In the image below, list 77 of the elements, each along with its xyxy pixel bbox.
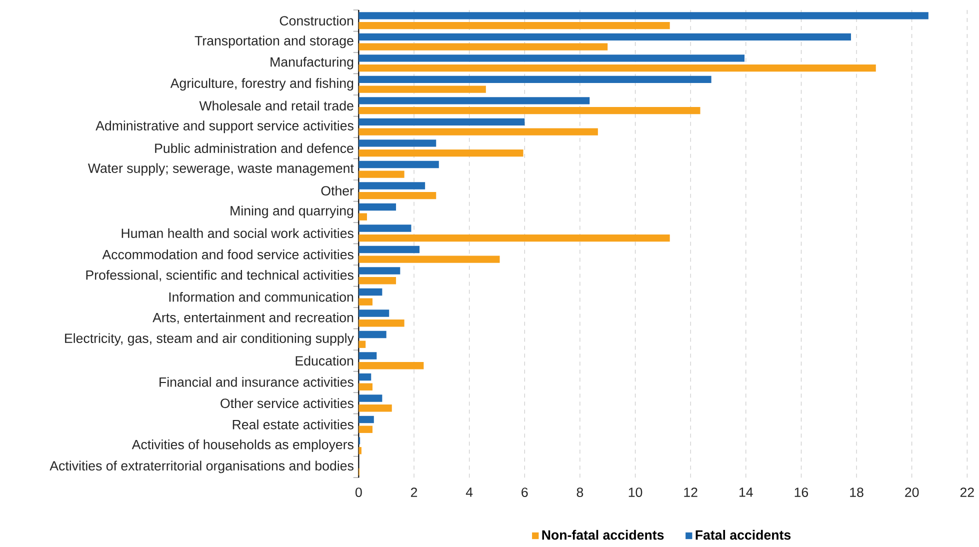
- x-tick-label: 20: [905, 488, 919, 498]
- x-tick-label: 14: [740, 488, 753, 497]
- bar: [358, 352, 377, 360]
- bar: [358, 64, 876, 72]
- bar: [358, 182, 426, 190]
- bar: [358, 320, 404, 327]
- bar: [358, 33, 851, 41]
- x-tick-label: 22: [960, 488, 974, 497]
- x-tick-label: 4: [466, 488, 473, 497]
- x-tick-label: 0: [356, 488, 362, 498]
- bar: [358, 170, 404, 178]
- bar: [358, 107, 700, 114]
- x-tick-label: 10: [628, 488, 642, 498]
- bar: [358, 394, 382, 402]
- bar: [358, 54, 745, 62]
- y-tick-label: Administrative and support service activities: [96, 120, 354, 134]
- y-tick-label: Other service activities: [220, 398, 354, 408]
- bar: [358, 256, 500, 263]
- x-tick-label: 6: [522, 488, 528, 498]
- bar: [358, 43, 608, 50]
- bar: [358, 288, 382, 296]
- bar: [358, 426, 373, 434]
- bar: [358, 118, 525, 126]
- x-tick-label: 2: [410, 488, 418, 497]
- bar: [358, 86, 486, 93]
- bar: [358, 373, 372, 381]
- bar: [358, 12, 928, 20]
- bar: [358, 22, 670, 30]
- bar: [358, 234, 670, 242]
- bar: [358, 140, 436, 147]
- bar: [358, 160, 439, 168]
- y-tick-label: Real estate activities: [232, 420, 354, 430]
- bar: [358, 76, 712, 84]
- y-tick-label: Transportation and storage: [194, 36, 354, 48]
- bar: [358, 298, 373, 306]
- bar: [358, 362, 424, 370]
- bar: [358, 404, 392, 412]
- y-tick-label: Manufacturing: [270, 56, 354, 70]
- legend-label: Fatal accidents: [696, 530, 791, 540]
- x-tick-label: 18: [850, 488, 864, 498]
- y-tick-label: Construction: [280, 16, 354, 26]
- y-tick-label: Arts, entertainment and recreation: [152, 312, 354, 324]
- bar: [358, 416, 374, 424]
- x-tick-label: 8: [576, 488, 584, 498]
- y-tick-label: Financial and insurance activities: [160, 377, 354, 387]
- y-tick-label: Water supply; sewerage, waste management: [88, 163, 354, 176]
- y-tick-label: Electricity, gas, steam and air conditioning supply: [65, 333, 354, 346]
- y-tick-label: Mining and quarrying: [230, 206, 354, 218]
- y-tick-label: Professional, scientific and technical activities: [86, 270, 354, 282]
- y-tick-label: Activities of extraterritorial organisations and bodies: [50, 460, 354, 474]
- bar: [358, 192, 436, 200]
- bar: [358, 224, 412, 232]
- bar: [358, 340, 366, 348]
- bar: [358, 150, 524, 157]
- bar: [358, 267, 400, 274]
- bar: [358, 447, 362, 454]
- bar: [358, 128, 598, 136]
- y-tick-label: Accommodation and food service activities: [102, 250, 354, 260]
- y-tick-label: Human health and social work activities: [122, 228, 354, 238]
- bar: [358, 310, 390, 317]
- y-tick-label: Activities of households as employers: [132, 440, 354, 452]
- bar: [358, 383, 373, 391]
- x-tick-label: 16: [794, 488, 808, 498]
- bar: [358, 277, 396, 284]
- y-tick-label: Public administration and defence: [155, 143, 354, 154]
- y-tick-label: Other: [321, 186, 354, 196]
- bar: [358, 330, 386, 338]
- y-tick-label: Agriculture, forestry and fishing: [170, 78, 354, 91]
- y-tick-label: Education: [296, 356, 354, 366]
- x-tick-label: 12: [684, 488, 698, 497]
- bar: [358, 246, 420, 254]
- bar: [358, 203, 396, 211]
- y-tick-label: Information and communication: [169, 292, 354, 302]
- y-tick-label: Wholesale and retail trade: [199, 100, 354, 111]
- legend-label: Non-fatal accidents: [542, 530, 664, 540]
- bar: [358, 213, 367, 220]
- bar: [358, 97, 590, 104]
